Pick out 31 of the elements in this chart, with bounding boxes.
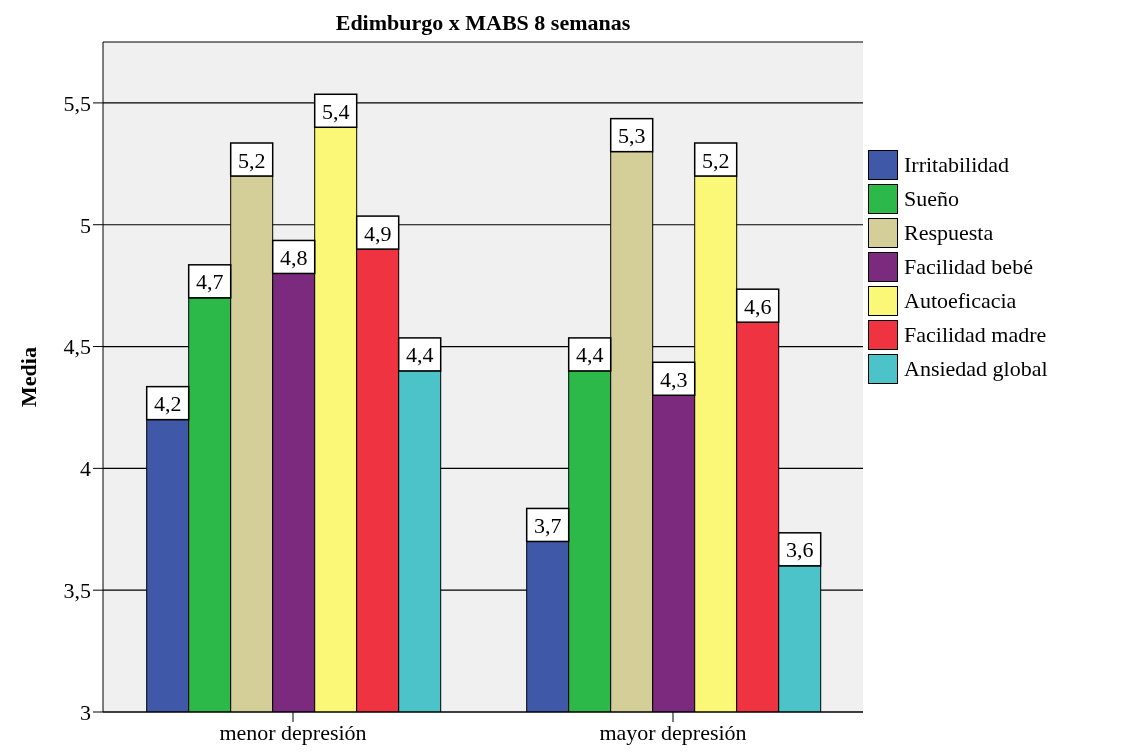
legend-label: Autoeficacia: [904, 288, 1017, 314]
data-label: 3,6: [785, 537, 814, 563]
data-label: 4,4: [575, 342, 604, 368]
y-tick-label: 3: [80, 699, 91, 725]
legend-label: Sueño: [904, 186, 959, 212]
y-tick-label: 4,5: [63, 334, 91, 360]
x-tick-label: mayor depresión: [599, 719, 747, 745]
data-label: 4,6: [743, 293, 772, 319]
legend-label: Ansiedad global: [904, 356, 1048, 382]
chart-title: Edimburgo x MABS 8 semanas: [334, 10, 632, 36]
legend-label: Facilidad bebé: [904, 254, 1033, 280]
legend-label: Irritabilidad: [904, 152, 1010, 178]
y-tick-label: 5,5: [63, 90, 91, 116]
legend-label: Facilidad madre: [904, 322, 1047, 348]
data-label: 4,3: [659, 366, 688, 392]
y-axis-title: Media: [15, 347, 41, 407]
y-tick-label: 5: [80, 212, 91, 238]
data-label: 4,9: [363, 220, 392, 246]
data-label: 3,7: [533, 512, 562, 538]
data-label: 5,3: [617, 123, 646, 149]
data-label: 5,4: [321, 98, 350, 124]
data-label: 5,2: [237, 147, 266, 173]
data-label: 4,7: [195, 269, 224, 295]
y-tick-label: 3,5: [63, 577, 91, 603]
data-label: 4,4: [405, 342, 434, 368]
y-tick-label: 4: [80, 456, 91, 482]
x-tick-label: menor depresión: [219, 719, 367, 745]
data-label: 5,2: [701, 147, 730, 173]
data-label: 4,2: [153, 391, 182, 417]
legend-label: Respuesta: [904, 220, 994, 246]
data-label: 4,8: [279, 244, 308, 270]
